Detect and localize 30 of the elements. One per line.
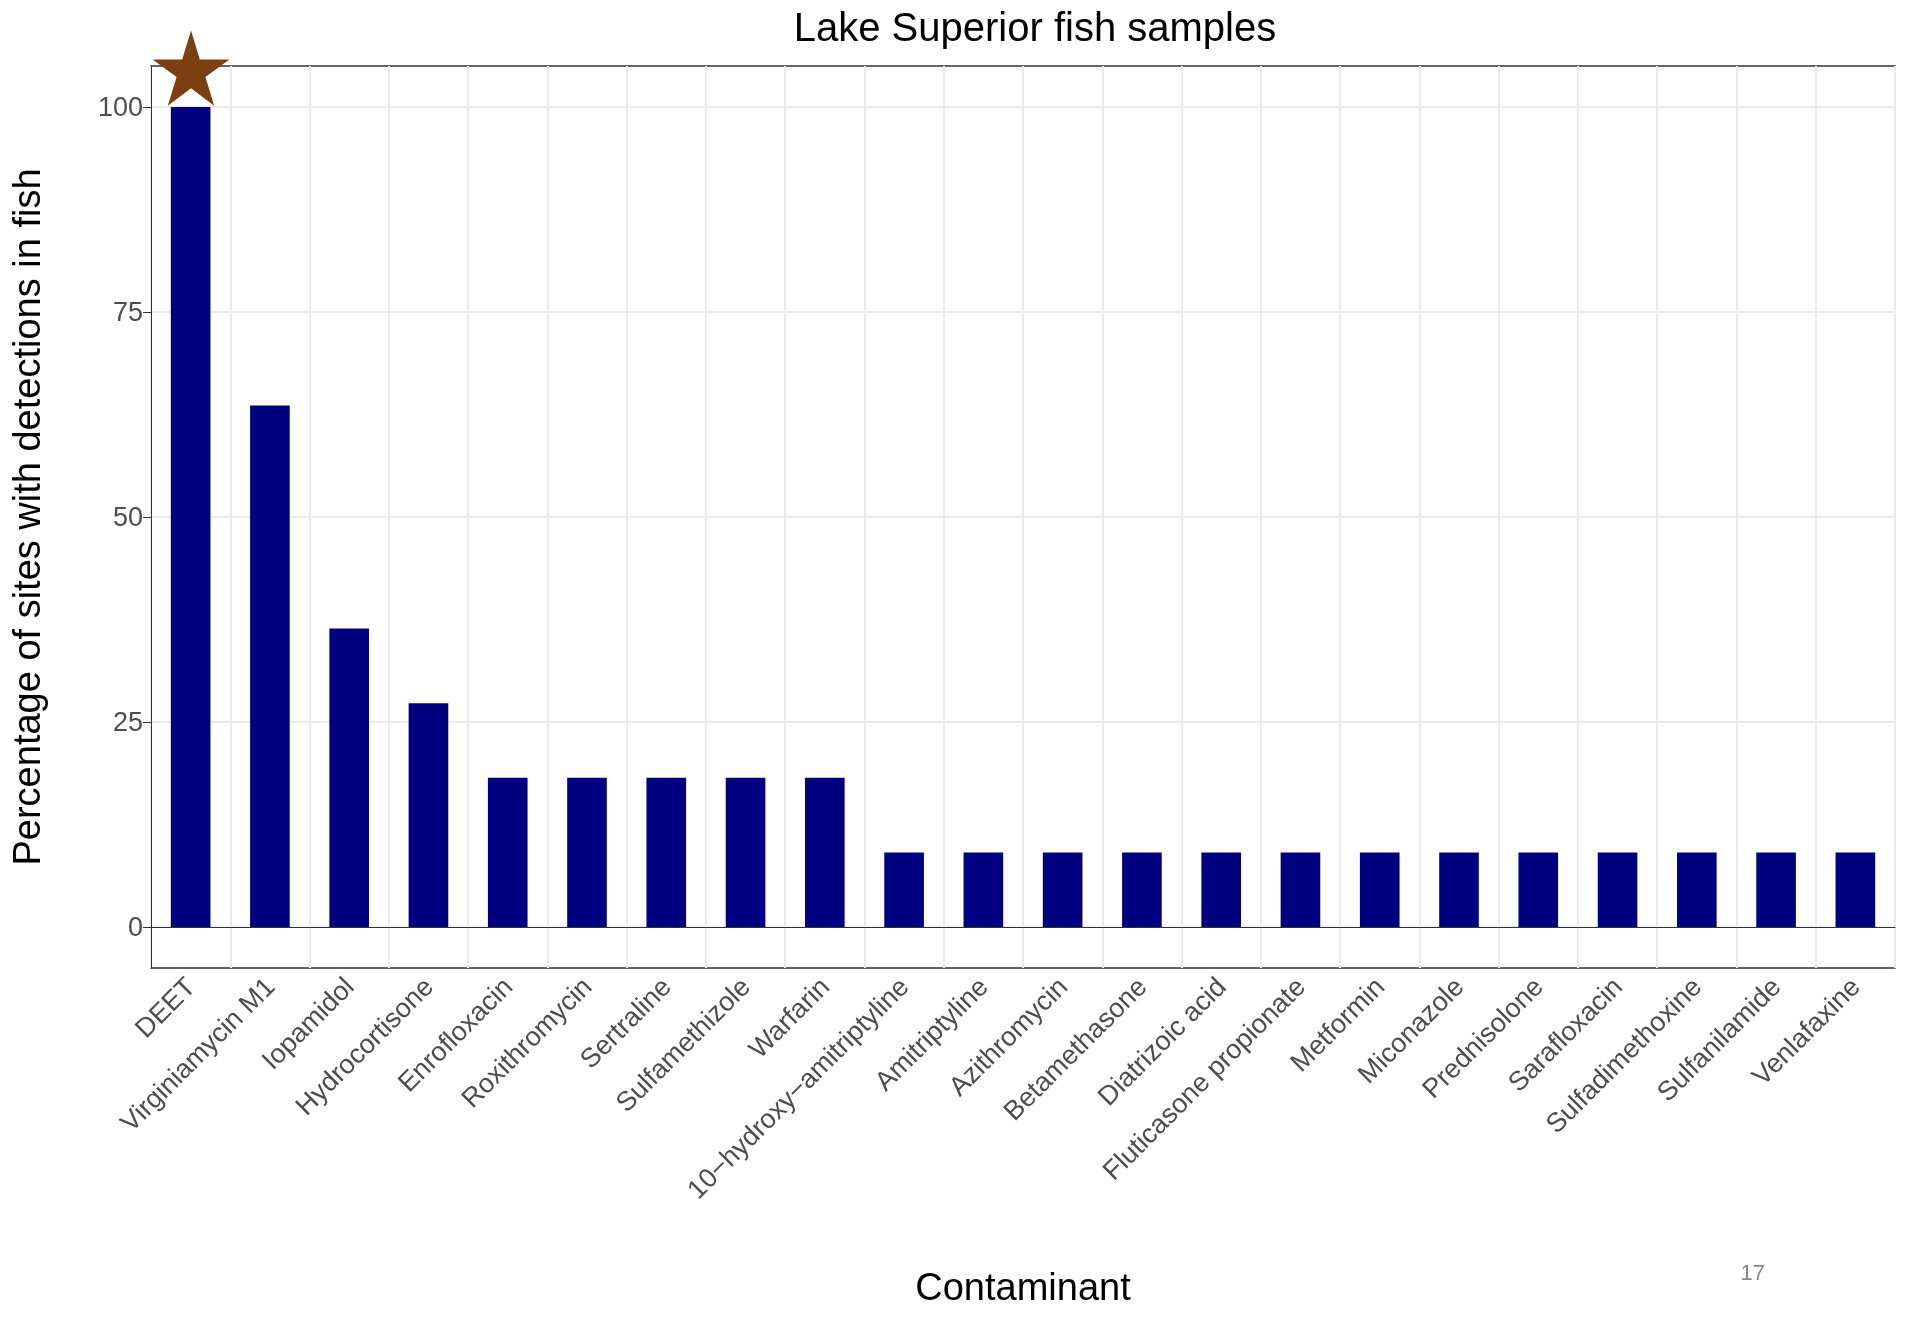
y-tick-label: 75 bbox=[112, 297, 143, 327]
y-tick-label: 25 bbox=[112, 707, 143, 737]
bar bbox=[250, 405, 290, 927]
bar bbox=[805, 777, 845, 927]
bar bbox=[1597, 852, 1638, 927]
bar bbox=[1835, 852, 1876, 927]
bar bbox=[1359, 852, 1400, 927]
bar bbox=[1518, 852, 1559, 927]
bar bbox=[1677, 852, 1717, 927]
bar bbox=[1042, 852, 1083, 927]
bar bbox=[567, 777, 607, 927]
bar bbox=[1122, 852, 1162, 927]
bar bbox=[329, 628, 369, 927]
bar bbox=[884, 852, 924, 927]
bar bbox=[1201, 852, 1241, 927]
bar bbox=[1756, 852, 1796, 927]
x-axis-title: Contaminant bbox=[915, 1266, 1132, 1308]
y-axis-title: Percentage of sites with detections in fish bbox=[6, 168, 48, 866]
bar bbox=[1439, 852, 1479, 927]
y-tick-label: 50 bbox=[112, 502, 143, 532]
bar bbox=[408, 703, 449, 927]
y-tick-label: 0 bbox=[127, 912, 143, 942]
chart-title: Lake Superior fish samples bbox=[793, 5, 1277, 49]
text: 17 bbox=[1740, 1259, 1766, 1285]
y-tick-label: 100 bbox=[97, 92, 143, 122]
bar bbox=[646, 777, 687, 927]
bar bbox=[963, 852, 1004, 927]
bar bbox=[487, 777, 528, 927]
bar bbox=[1280, 852, 1321, 927]
bar bbox=[725, 777, 766, 927]
